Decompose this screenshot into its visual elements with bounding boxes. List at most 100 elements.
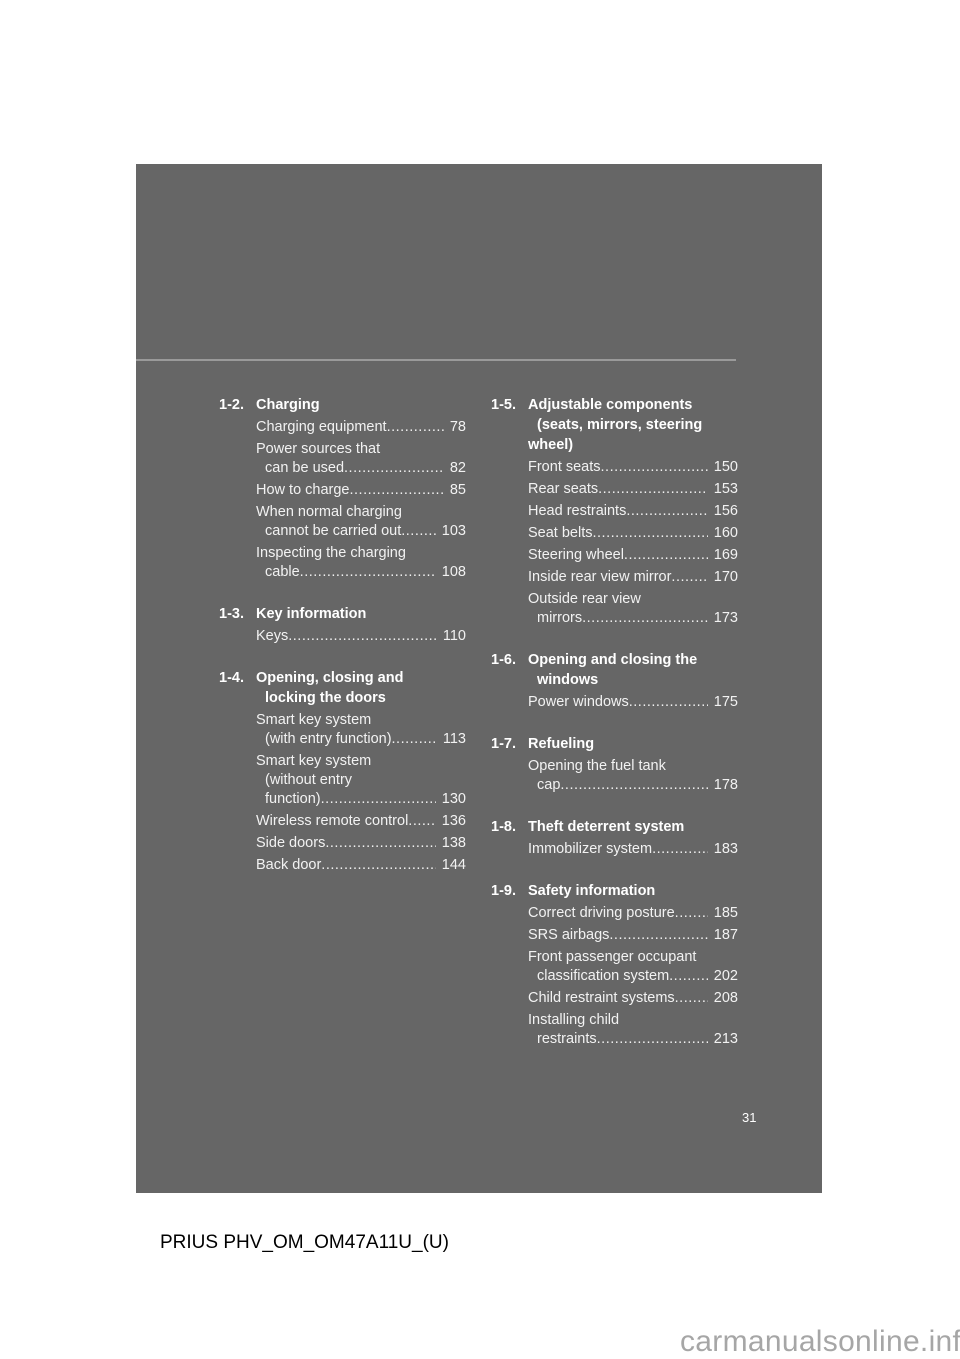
entry-page-number: 85 xyxy=(449,482,466,498)
entry-page-number: 103 xyxy=(441,523,466,539)
document-footer: PRIUS PHV_OM_OM47A11U_(U) xyxy=(160,1232,449,1253)
section-title-line: Theft deterrent system xyxy=(528,819,685,835)
toc-entry[interactable]: Outside rear view mirrors 173 xyxy=(528,590,738,628)
toc-entry[interactable]: Immobilizer system 183 xyxy=(528,840,738,859)
toc-entry[interactable]: Smart key system (with entry function) 113 xyxy=(256,711,466,749)
toc-entry[interactable]: Front passenger occupant classification s… xyxy=(528,948,738,986)
toc-column-left: 1-2. Charging Charging equipment 78 Power so… xyxy=(219,395,466,875)
entry-page-number: 183 xyxy=(713,841,738,857)
toc-entry[interactable]: Correct driving posture 185 xyxy=(528,904,738,923)
section-heading[interactable]: 1-5. Adjustable components (seats, mirrors… xyxy=(491,395,738,455)
entry-label-line: cap xyxy=(537,777,561,793)
entry-label-line: Outside rear view xyxy=(528,591,641,607)
toc-entry[interactable]: SRS airbags 187 xyxy=(528,926,738,945)
section-heading[interactable]: 1-3. Key information xyxy=(219,604,466,624)
dot-leader xyxy=(321,790,436,809)
toc-section: 1-9. Safety information Correct driving po… xyxy=(491,881,738,1049)
section-items: Front seats 150 Rear seats 153 Head restrain… xyxy=(491,458,738,628)
toc-entry[interactable]: Child restraint systems 208 xyxy=(528,989,738,1008)
dot-leader xyxy=(387,418,444,437)
toc-entry[interactable]: Charging equipment 78 xyxy=(256,418,466,437)
dot-leader xyxy=(288,627,437,646)
entry-label-line: Inside rear view mirror xyxy=(528,569,672,585)
entry-label-line: Installing child xyxy=(528,1012,620,1028)
entry-label-line: Power sources that xyxy=(256,441,381,457)
toc-entry[interactable]: Opening the fuel tank cap 178 xyxy=(528,757,738,795)
entry-last-line: Wireless remote control 136 xyxy=(256,812,466,831)
entry-label-line: Opening the fuel tank xyxy=(528,758,666,774)
section-title-line: wheel) xyxy=(528,437,574,453)
entry-page-number: 160 xyxy=(713,525,738,541)
entry-label-line: Power windows xyxy=(528,694,629,710)
dot-leader xyxy=(609,926,707,945)
section-number: 1-5. xyxy=(491,397,516,413)
entry-label-line: Seat belts xyxy=(528,525,593,541)
toc-entry[interactable]: Smart key system (without entry function) 1… xyxy=(256,752,466,809)
toc-entry[interactable]: How to charge 85 xyxy=(256,481,466,500)
section-heading[interactable]: 1-2. Charging xyxy=(219,395,466,415)
section-heading[interactable]: 1-8. Theft deterrent system xyxy=(491,817,738,837)
section-items: Power windows 175 xyxy=(491,693,738,712)
toc-entry[interactable]: Front seats 150 xyxy=(528,458,738,477)
entry-page-number: 110 xyxy=(442,628,466,644)
entry-label-line: Rear seats xyxy=(528,481,599,497)
section-number: 1-8. xyxy=(491,819,516,835)
section-number: 1-2. xyxy=(219,397,244,413)
entry-last-line: Inside rear view mirror 170 xyxy=(528,568,738,587)
entry-page-number: 170 xyxy=(713,569,738,585)
toc-entry[interactable]: Side doors 138 xyxy=(256,834,466,853)
toc-entry[interactable]: Wireless remote control 136 xyxy=(256,812,466,831)
toc-entry[interactable]: Power windows 175 xyxy=(528,693,738,712)
entry-last-line: Power windows 175 xyxy=(528,693,738,712)
entry-last-line: can be used 82 xyxy=(256,459,466,478)
section-title: Opening, closing and locking the doors xyxy=(256,668,466,708)
dot-leader xyxy=(652,840,708,859)
section-title-line: Key information xyxy=(256,606,367,622)
dot-leader xyxy=(597,1030,708,1049)
toc-entry[interactable]: Rear seats 153 xyxy=(528,480,738,499)
section-heading[interactable]: 1-9. Safety information xyxy=(491,881,738,901)
dot-leader xyxy=(593,524,708,543)
section-number: 1-9. xyxy=(491,883,516,899)
dot-leader xyxy=(344,459,444,478)
entry-page-number: 178 xyxy=(713,777,738,793)
entry-label-line: Smart key system xyxy=(256,753,372,769)
toc-entry[interactable]: Keys 110 xyxy=(256,627,466,646)
entry-label-line: can be used xyxy=(265,460,345,476)
entry-last-line: Head restraints 156 xyxy=(528,502,738,521)
toc-entry[interactable]: Steering wheel 169 xyxy=(528,546,738,565)
entry-label-line: (without entry xyxy=(265,772,353,788)
entry-label-line: How to charge xyxy=(256,482,350,498)
dot-leader xyxy=(671,568,707,587)
entry-page-number: 82 xyxy=(449,460,466,476)
entry-label-line: SRS airbags xyxy=(528,927,610,943)
toc-entry[interactable]: Head restraints 156 xyxy=(528,502,738,521)
entry-last-line: Steering wheel 169 xyxy=(528,546,738,565)
section-heading[interactable]: 1-4. Opening, closing and locking the door… xyxy=(219,668,466,708)
toc-entry[interactable]: Power sources that can be used 82 xyxy=(256,440,466,478)
entry-page-number: 175 xyxy=(713,694,738,710)
section-title-line: (seats, mirrors, steering xyxy=(537,417,703,433)
entry-last-line: Child restraint systems 208 xyxy=(528,989,738,1008)
entry-label-line: Inspecting the charging xyxy=(256,545,406,561)
toc-entry[interactable]: Installing child restraints 213 xyxy=(528,1011,738,1049)
dot-leader xyxy=(350,481,444,500)
toc-entry[interactable]: Inside rear view mirror 170 xyxy=(528,568,738,587)
dot-leader xyxy=(325,834,435,853)
entry-page-number: 185 xyxy=(713,905,738,921)
section-title-line: locking the doors xyxy=(265,690,386,706)
toc-entry[interactable]: Inspecting the charging cable 108 xyxy=(256,544,466,582)
section-items: Correct driving posture 185 SRS airbags 187… xyxy=(491,904,738,1049)
entry-label-line: Head restraints xyxy=(528,503,627,519)
entry-page-number: 173 xyxy=(713,610,738,626)
entry-page-number: 153 xyxy=(713,481,738,497)
entry-label-line: Keys xyxy=(256,628,289,644)
entry-label-line: function) xyxy=(265,791,321,807)
entry-label-line: Side doors xyxy=(256,835,326,851)
toc-entry[interactable]: When normal charging cannot be carried ou… xyxy=(256,503,466,541)
section-heading[interactable]: 1-7. Refueling xyxy=(491,734,738,754)
dot-leader xyxy=(598,480,708,499)
toc-entry[interactable]: Back door 144 xyxy=(256,856,466,875)
toc-entry[interactable]: Seat belts 160 xyxy=(528,524,738,543)
section-heading[interactable]: 1-6. Opening and closing the windows xyxy=(491,650,738,690)
